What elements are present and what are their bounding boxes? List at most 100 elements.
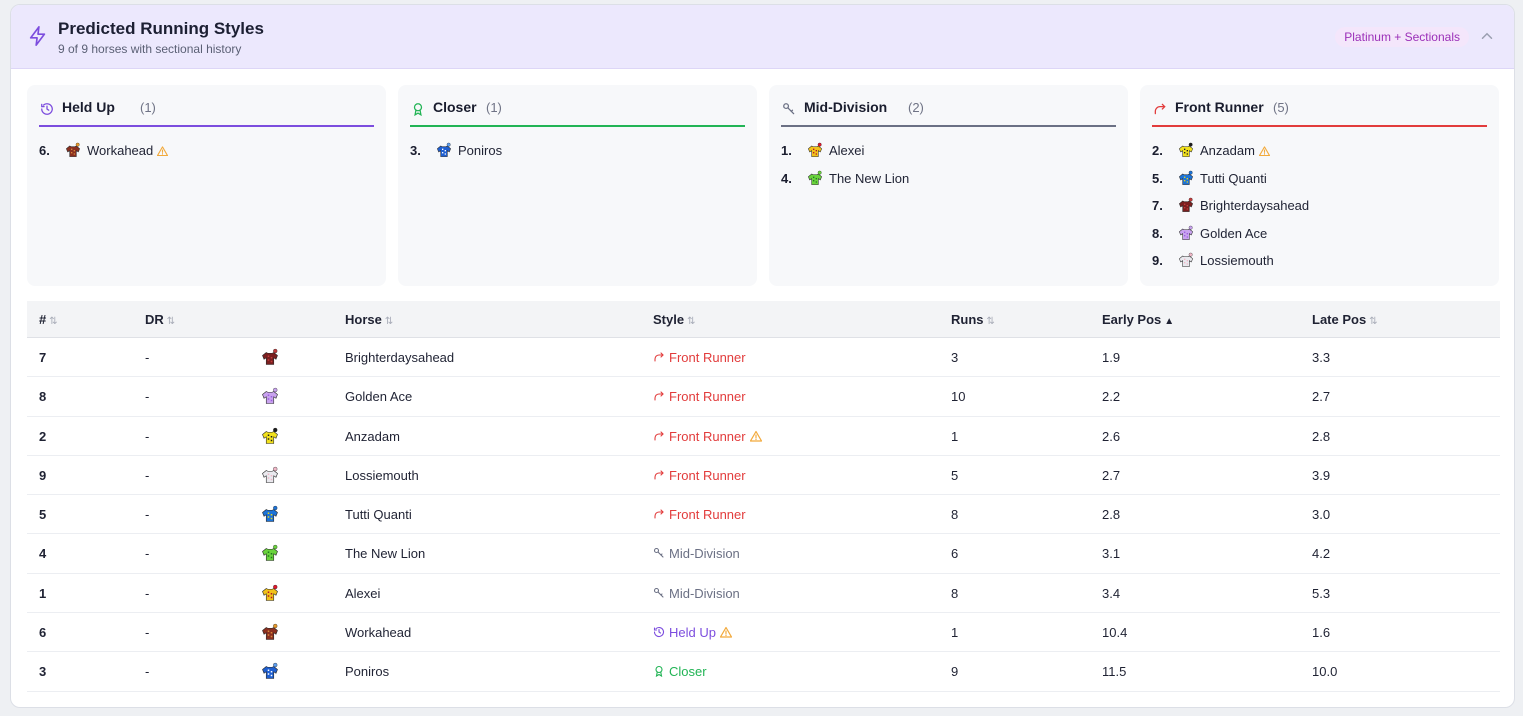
- table-row[interactable]: 3 - Poniros Closer 9 11.5 10.0: [27, 652, 1500, 692]
- trend-up-icon: [653, 389, 669, 404]
- cell-horse[interactable]: The New Lion: [345, 546, 426, 562]
- horse-name: Brighterdaysahead: [1200, 198, 1310, 213]
- cell-dr: -: [145, 664, 150, 680]
- horse-name: Alexei: [829, 143, 865, 158]
- cell-early-pos: 2.8: [1102, 507, 1121, 523]
- subscription-badge: Platinum + Sectionals: [1335, 27, 1469, 47]
- card-horse-row[interactable]: 2. Anzadam: [1152, 141, 1472, 161]
- card-horse-row[interactable]: 8. Golden Ace: [1152, 224, 1472, 244]
- card-horse-row[interactable]: 3. Poniros: [410, 141, 730, 161]
- cell-number: 3: [39, 664, 47, 680]
- cell-horse[interactable]: Lossiemouth: [345, 467, 419, 483]
- style-card-front-runner: Front Runner (5) 2. Anzadam 5. Tutti Qua…: [1140, 85, 1499, 286]
- card-horse-row[interactable]: 1. Alexei: [781, 141, 1101, 161]
- table-row[interactable]: 6 - Workahead Held Up 1 10.4 1.6: [27, 613, 1500, 653]
- silk-icon: [262, 506, 278, 522]
- silk-icon: [262, 466, 278, 483]
- sort-icon: ⇅: [166, 316, 176, 327]
- col-late-pos[interactable]: Late Pos ⇅: [1312, 312, 1378, 327]
- warning-icon: [1258, 146, 1270, 156]
- card-horse-row[interactable]: 6. Workahead: [39, 141, 359, 161]
- cell-late-pos: 2.8: [1312, 428, 1331, 444]
- col-horse[interactable]: Horse ⇅: [345, 312, 394, 327]
- running-styles-table: # ⇅ DR ⇅ Horse ⇅ Style ⇅ Runs ⇅ Early Pos ▲ La…: [27, 301, 1500, 692]
- horse-number: 5.: [1152, 170, 1163, 186]
- horse-number: 4.: [781, 170, 792, 186]
- cell-dr: -: [145, 507, 150, 523]
- cell-number: 4: [39, 546, 47, 562]
- horse-number: 8.: [1152, 225, 1163, 241]
- cell-style: Closer: [653, 664, 707, 679]
- silk-icon: [262, 427, 278, 444]
- horse-number: 6.: [39, 143, 50, 158]
- cell-style: Front Runner: [653, 507, 746, 522]
- horse-name: Tutti Quanti: [1200, 170, 1267, 186]
- table-row[interactable]: 1 - Alexei Mid-Division 8 3.4 5.3: [27, 574, 1500, 614]
- table-row[interactable]: 2 - Anzadam Front Runner 1 2.6 2.8: [27, 417, 1500, 456]
- cell-horse[interactable]: Golden Ace: [345, 389, 413, 405]
- table-row[interactable]: 7 - Brighterdaysahead Front Runner 3 1.9…: [27, 338, 1500, 378]
- chevron-up-icon[interactable]: [1478, 27, 1496, 45]
- cell-horse[interactable]: Brighterdaysahead: [345, 350, 455, 365]
- card-count: (2): [908, 100, 924, 115]
- card-horse-row[interactable]: 4. The New Lion: [781, 169, 1101, 189]
- cell-style: Front Runner: [653, 350, 746, 365]
- card-title: Front Runner: [1175, 99, 1264, 115]
- col-number[interactable]: # ⇅: [39, 312, 58, 327]
- card-horse-row[interactable]: 5. Tutti Quanti: [1152, 169, 1472, 189]
- cell-early-pos: 3.1: [1102, 546, 1121, 562]
- table-row[interactable]: 8 - Golden Ace Front Runner 10 2.2 2.7: [27, 377, 1500, 417]
- card-title: Mid-Division: [804, 99, 888, 115]
- silk-poniros: [437, 142, 451, 157]
- trend-up-icon: [653, 429, 669, 444]
- sort-icon: ⇅: [49, 316, 58, 327]
- horse-name: The New Lion: [829, 170, 910, 186]
- silk-alexei: [808, 142, 822, 157]
- cell-early-pos: 11.5: [1102, 664, 1127, 680]
- cell-runs: 1: [951, 625, 959, 641]
- cell-dr: -: [145, 625, 150, 641]
- cell-early-pos: 2.6: [1102, 428, 1121, 444]
- trend-up-icon: [653, 350, 669, 365]
- col-early-pos[interactable]: Early Pos ▲: [1102, 312, 1175, 327]
- cell-early-pos: 2.2: [1102, 389, 1121, 405]
- table-body: 7 - Brighterdaysahead Front Runner 3 1.9…: [27, 338, 1500, 692]
- trend-up-icon: [653, 468, 669, 483]
- warning-icon: [749, 430, 762, 442]
- table-row[interactable]: 4 - The New Lion Mid-Division 6 3.1 4.2: [27, 534, 1500, 574]
- cell-style: Mid-Division: [653, 546, 740, 561]
- cell-number: 1: [39, 585, 47, 601]
- cell-dr: -: [145, 467, 150, 483]
- table-row[interactable]: 9 - Lossiemouth Front Runner 5 2.7 3.9: [27, 456, 1500, 496]
- silk-tutti-quanti: [1179, 170, 1193, 185]
- cell-horse[interactable]: Anzadam: [345, 428, 400, 444]
- horse-number: 1.: [781, 143, 792, 158]
- table-row[interactable]: 5 - Tutti Quanti Front Runner 8 2.8 3.0: [27, 495, 1500, 535]
- style-card-closer: Closer (1) 3. Poniros: [398, 85, 757, 286]
- card-horse-row[interactable]: 9. Lossiemouth: [1152, 251, 1472, 271]
- card-horse-row[interactable]: 7. Brighterdaysahead: [1152, 196, 1472, 216]
- col-style[interactable]: Style ⇅: [653, 312, 696, 327]
- panel-header[interactable]: Predicted Running Styles 9 of 9 horses w…: [11, 5, 1514, 69]
- silk-icon: [262, 584, 278, 601]
- cell-horse[interactable]: Poniros: [345, 664, 390, 680]
- cell-horse[interactable]: Tutti Quanti: [345, 507, 412, 523]
- cell-runs: 5: [951, 467, 959, 483]
- cell-late-pos: 1.6: [1312, 625, 1331, 641]
- cell-runs: 10: [951, 389, 966, 405]
- cell-runs: 8: [951, 507, 959, 523]
- cell-number: 5: [39, 507, 47, 523]
- silk-icon: [262, 545, 278, 562]
- col-runs[interactable]: Runs ⇅: [951, 312, 995, 327]
- style-card-held-up: Held Up (1) 6. Workahead: [27, 85, 386, 286]
- sort-asc-icon: ▲: [1164, 316, 1175, 327]
- cell-runs: 3: [951, 350, 959, 365]
- cell-early-pos: 10.4: [1102, 625, 1128, 641]
- card-header: Closer (1): [410, 99, 745, 127]
- cell-number: 2: [39, 428, 47, 444]
- cell-horse[interactable]: Alexei: [345, 585, 381, 601]
- cell-horse[interactable]: Workahead: [345, 625, 412, 641]
- table-header: # ⇅ DR ⇅ Horse ⇅ Style ⇅ Runs ⇅ Early Pos ▲ La…: [27, 301, 1500, 338]
- silk-golden-ace: [1179, 225, 1193, 240]
- col-dr[interactable]: DR ⇅: [145, 312, 176, 327]
